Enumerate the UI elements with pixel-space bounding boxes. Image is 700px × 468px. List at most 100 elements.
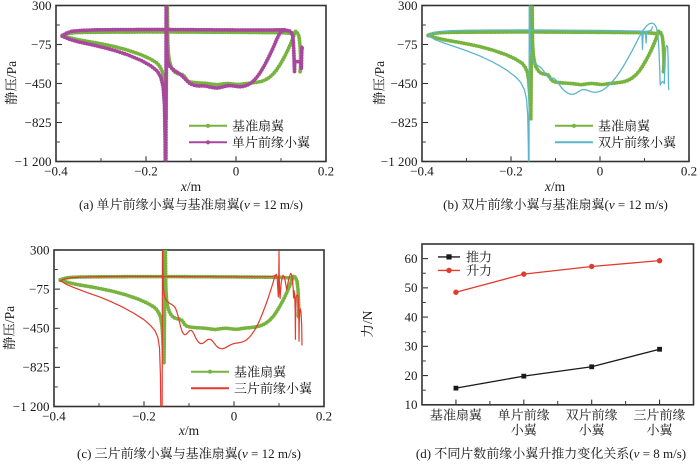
marker-dot <box>164 80 168 85</box>
legend-label-thrust: 推力 <box>466 250 492 265</box>
y-tick-label: 20 <box>405 368 418 383</box>
x-tick-label: −0.4 <box>44 164 68 179</box>
marker-dot <box>164 125 168 129</box>
marker-dot <box>522 30 526 34</box>
marker-dot <box>164 130 168 135</box>
marker-dot <box>248 28 253 32</box>
marker-dot <box>164 70 168 75</box>
subplot-d-caption: (d) 不同片数前缘小翼升推力变化关系(v = 8 m/s) <box>415 446 687 461</box>
legend-marker-baseline-fanwing <box>207 369 213 374</box>
marker-dot <box>164 169 168 173</box>
subplot-c-pressure-chart: 300 −75 −450 −825 −1 200−0.4 −0.2 0 0.2 基准扇翼三片前缘… <box>13 242 332 424</box>
marker-dot <box>164 93 168 98</box>
series-line-baseline-fanwing <box>59 250 300 365</box>
y-tick-label: −825 <box>23 360 50 375</box>
marker-dot <box>164 119 168 124</box>
marker-dot <box>164 83 168 88</box>
x-tick-label: −0.2 <box>499 164 523 179</box>
x-category-label: 双片前缘 <box>566 407 618 422</box>
marker-dot <box>164 88 168 93</box>
x-tick-label: 0 <box>233 164 240 179</box>
marker-dot <box>516 30 521 34</box>
legend-label-baseline-fanwing: 基准扇翼 <box>232 118 284 133</box>
y-tick-label: 60 <box>405 251 418 266</box>
x-category-label: 小翼 <box>579 422 605 437</box>
legend-marker-baseline-fanwing <box>571 123 577 128</box>
x-tick-label: 0.2 <box>318 164 334 179</box>
x-tick-label: −0.2 <box>134 164 158 179</box>
marker-dot <box>164 114 168 119</box>
legend-label-baseline-fanwing: 基准扇翼 <box>234 364 286 379</box>
marker-dot <box>261 28 266 32</box>
x-tick-label: 0 <box>597 164 604 179</box>
marker-dot <box>164 106 168 111</box>
marker-dot <box>164 86 168 90</box>
marker-dot <box>164 96 168 101</box>
x-tick-label: −0.4 <box>410 164 434 179</box>
marker-dot <box>164 151 168 155</box>
marker-square <box>453 385 459 391</box>
marker-circle <box>453 289 459 295</box>
series-triple-slat <box>59 250 303 407</box>
legend-label-single-slat: 单片前缘小翼 <box>232 135 310 150</box>
y-tick-label: −75 <box>31 37 51 52</box>
subplot-a-pressure-chart: 300 −75 −450 −825 −1 200−0.4 −0.2 0 0.2 基准扇翼单片前缘… <box>15 0 334 179</box>
series-line-double-slat <box>427 5 670 162</box>
marker-square <box>589 364 595 370</box>
subplot-c-caption: (c) 三片前缘小翼与基准扇翼(v = 12 m/s) <box>77 446 301 461</box>
series-baseline-fanwing <box>58 250 301 365</box>
marker-circle <box>521 271 527 277</box>
legend-marker-single-slat <box>205 140 211 145</box>
y-tick-label: 300 <box>398 0 418 13</box>
marker-dot <box>164 75 168 80</box>
subplot-c-y-axis-label: 静压/Pa <box>2 305 17 351</box>
legend-label-baseline-fanwing: 基准扇翼 <box>598 118 650 133</box>
y-tick-label: −450 <box>391 76 418 91</box>
y-tick-label: −825 <box>391 115 418 130</box>
y-tick-label: −75 <box>397 37 417 52</box>
legend-label-lift: 升力 <box>466 263 492 278</box>
legend-label-triple-slat: 三片前缘小翼 <box>234 381 312 396</box>
series-line-baseline-fanwing <box>61 5 302 120</box>
marker-dot <box>163 166 167 170</box>
x-tick-label: −0.2 <box>132 409 156 424</box>
marker-dot <box>164 65 168 70</box>
y-tick-label: 50 <box>405 280 418 295</box>
marker-dot <box>509 30 513 34</box>
y-tick-label: −1 200 <box>13 399 50 414</box>
marker-dot <box>254 28 258 32</box>
marker-dot <box>243 28 248 32</box>
marker-dot <box>298 69 302 74</box>
marker-dot <box>164 67 168 72</box>
marker-dot <box>164 145 168 150</box>
x-category-label: 小翼 <box>511 422 537 437</box>
marker-dot <box>519 30 524 34</box>
y-tick-label: 40 <box>405 309 418 324</box>
marker-dot <box>164 132 168 137</box>
x-category-label: 小翼 <box>647 422 673 437</box>
marker-dot <box>164 112 168 116</box>
series-line-lift <box>455 260 661 293</box>
plot-frame <box>421 243 695 406</box>
series-line-triple-slat <box>59 250 303 407</box>
y-tick-label: −1 200 <box>381 154 418 169</box>
y-tick-label: 300 <box>32 0 52 13</box>
subplot-b-caption: (b) 双片前缘小翼与基准扇翼(v = 12 m/s) <box>443 197 668 212</box>
marker-dot <box>164 153 168 158</box>
marker-dot <box>164 78 168 83</box>
series-double-slat <box>427 5 670 162</box>
y-tick-label: −450 <box>25 76 52 91</box>
series-baseline-fanwing <box>426 5 666 121</box>
marker-dot <box>164 156 168 161</box>
y-tick-label: 30 <box>405 339 418 354</box>
x-category-label: 三片前缘 <box>634 407 686 422</box>
marker-dot <box>152 27 157 32</box>
subplot-a-caption: (a) 单片前缘小翼与基准扇翼(v = 12 m/s) <box>79 197 303 212</box>
marker-dot <box>259 28 264 32</box>
plot-frame <box>55 4 327 163</box>
subplot-b-x-axis-label: x/m <box>544 179 566 194</box>
y-tick-label: −825 <box>25 115 52 130</box>
subplot-b-pressure-chart: 300 −75 −450 −825 −1 200−0.4 −0.2 0 0.2 基准扇翼双片前缘… <box>381 0 697 179</box>
marker-dot <box>164 138 168 142</box>
marker-dot <box>164 143 168 148</box>
